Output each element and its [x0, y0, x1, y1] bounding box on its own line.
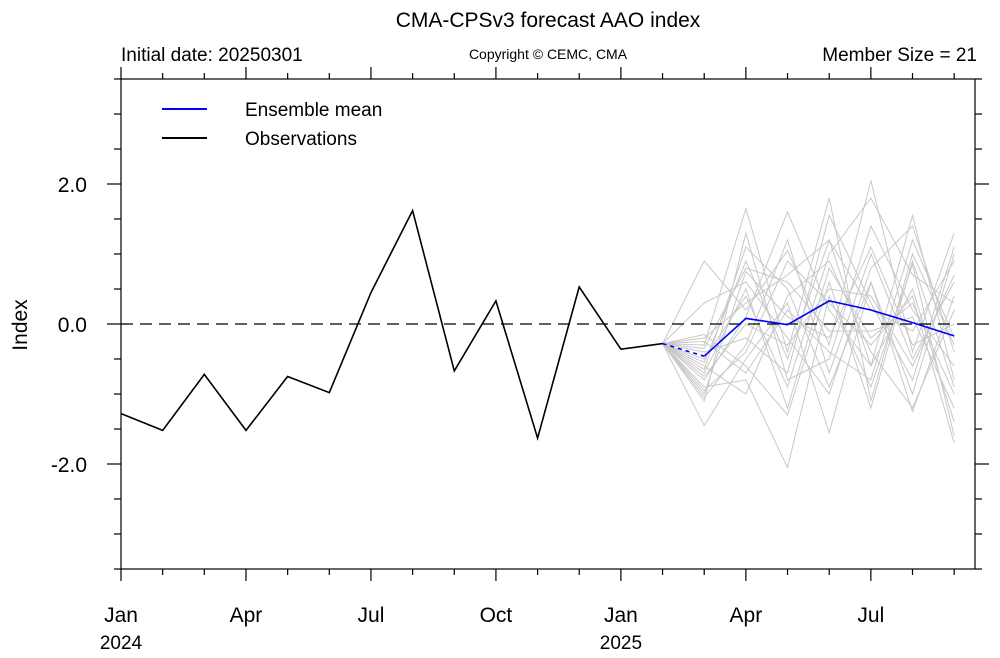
x-tick-label-2: Apr	[230, 604, 263, 627]
ensemble-member-line-19	[662, 238, 955, 381]
ensemble-member-line-20	[662, 274, 955, 378]
ensemble-member-line-6	[662, 180, 955, 354]
ensemble-member-line-5	[662, 280, 955, 435]
ensemble-mean-line	[703, 300, 955, 357]
observations-line	[120, 208, 663, 441]
ensemble-member-line-1	[662, 213, 955, 381]
member-size-label: Member Size = 21	[822, 45, 977, 66]
y-tick-label-3: -2.0	[51, 454, 87, 477]
ensemble-member-line-17	[662, 260, 955, 444]
x-tick-label-7: Jul	[857, 604, 884, 627]
axis-ticks	[107, 67, 989, 581]
initial-date-label: Initial date: 20250301	[121, 45, 303, 66]
x-tick-label-5: Jan	[604, 604, 638, 627]
y-tick-label-1: 2.0	[58, 174, 87, 197]
ensemble-member-line-12	[662, 210, 955, 423]
x-tick-label-6: Apr	[730, 604, 763, 627]
chart-title: CMA-CPSv3 forecast AAO index	[396, 9, 701, 32]
x-year-label-2024: 2024	[100, 633, 143, 654]
y-axis-label: Index	[9, 299, 32, 351]
x-tick-label-3: Jul	[358, 604, 385, 627]
x-year-label-2025: 2025	[600, 633, 642, 654]
ensemble-member-line-14	[662, 245, 955, 396]
legend-label-ensemble-mean: Ensemble mean	[245, 100, 382, 121]
copyright-label: Copyright © CEMC, CMA	[469, 46, 628, 62]
series-layer	[120, 208, 955, 441]
x-tick-label-1: Jan	[104, 604, 138, 627]
y-tick-label-2: 0.0	[58, 314, 87, 337]
ensemble-member-line-4	[662, 197, 955, 402]
legend-label-observations: Observations	[245, 129, 357, 150]
ensemble-member-line-11	[662, 225, 955, 396]
ensemble-member-line-15	[662, 259, 955, 417]
x-tick-label-4: Oct	[480, 604, 513, 627]
ensemble-member-line-21	[662, 267, 955, 409]
ensemble-members	[662, 180, 955, 469]
tick-labels: Jan 2024 Apr Jul Oct Jan 2025 Apr Jul 2.0 0.0 -2.0	[51, 174, 884, 654]
ensemble-member-line-10	[662, 260, 955, 409]
legend: Ensemble mean Observations	[162, 100, 382, 150]
